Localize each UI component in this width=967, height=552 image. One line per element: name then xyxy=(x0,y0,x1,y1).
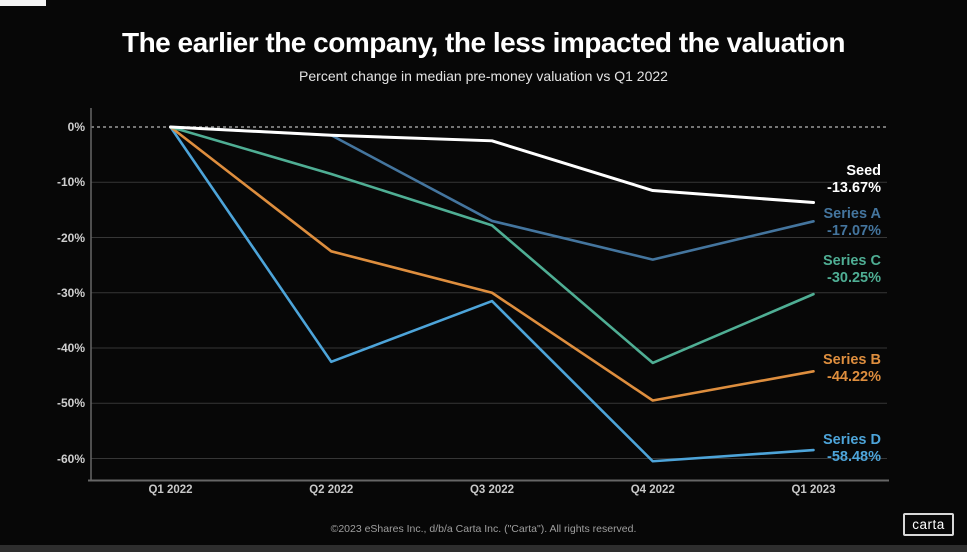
top-left-edge-artifact xyxy=(0,0,46,6)
series-name: Series D xyxy=(822,432,881,448)
series-label-series-d: Series D -58.48% xyxy=(823,432,881,466)
series-end-value: -17.07% xyxy=(826,223,881,239)
y-tick-label: -50% xyxy=(56,396,85,411)
y-tick-label: 0% xyxy=(67,120,85,134)
series-label-series-a: Series A -17.07% xyxy=(824,206,882,240)
footer-copyright: ©2023 eShares Inc., d/b/a Carta Inc. ("C… xyxy=(330,523,637,535)
x-tick-label: Q1 2022 xyxy=(148,484,193,496)
series-end-value: -30.25% xyxy=(826,270,881,286)
x-tick-label: Q3 2022 xyxy=(469,484,515,496)
series-name: Series A xyxy=(823,206,882,222)
y-tick-label: -60% xyxy=(56,451,85,466)
x-tick-label: Q4 2022 xyxy=(630,484,675,496)
bottom-edge-strip xyxy=(0,545,967,552)
x-tick-label: Q2 2022 xyxy=(309,484,354,496)
series-line-series-a xyxy=(169,125,815,261)
chart-title: The earlier the company, the less impact… xyxy=(121,27,846,58)
y-tick-label: -20% xyxy=(56,230,85,245)
y-tick-label: -10% xyxy=(56,175,85,190)
series-label-series-b: Series B -44.22% xyxy=(823,352,881,386)
series-name: Series C xyxy=(822,253,881,269)
series-end-value: -58.48% xyxy=(826,449,881,465)
x-tick-label: Q1 2023 xyxy=(791,484,836,496)
y-tick-label: -30% xyxy=(56,285,85,300)
series-line-series-b xyxy=(169,125,815,402)
y-tick-label: -40% xyxy=(56,341,85,355)
series-line-seed xyxy=(169,125,815,205)
series-label-seed: Seed -13.67% xyxy=(827,163,881,197)
series-end-value: -44.22% xyxy=(826,369,881,385)
series-line-series-c xyxy=(169,125,815,365)
series-line-series-d xyxy=(169,125,815,463)
chart-subtitle: Percent change in median pre-money valua… xyxy=(299,68,668,84)
series-name: Seed xyxy=(846,163,881,179)
series-label-series-c: Series C -30.25% xyxy=(823,253,881,287)
series-end-value: -13.67% xyxy=(826,180,881,196)
series-name: Series B xyxy=(822,352,881,368)
carta-logo: carta xyxy=(903,513,954,536)
